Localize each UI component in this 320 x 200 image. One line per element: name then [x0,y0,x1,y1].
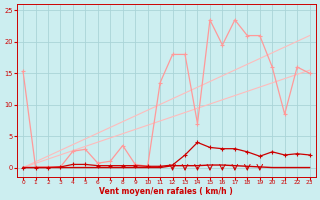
X-axis label: Vent moyen/en rafales ( km/h ): Vent moyen/en rafales ( km/h ) [100,187,233,196]
